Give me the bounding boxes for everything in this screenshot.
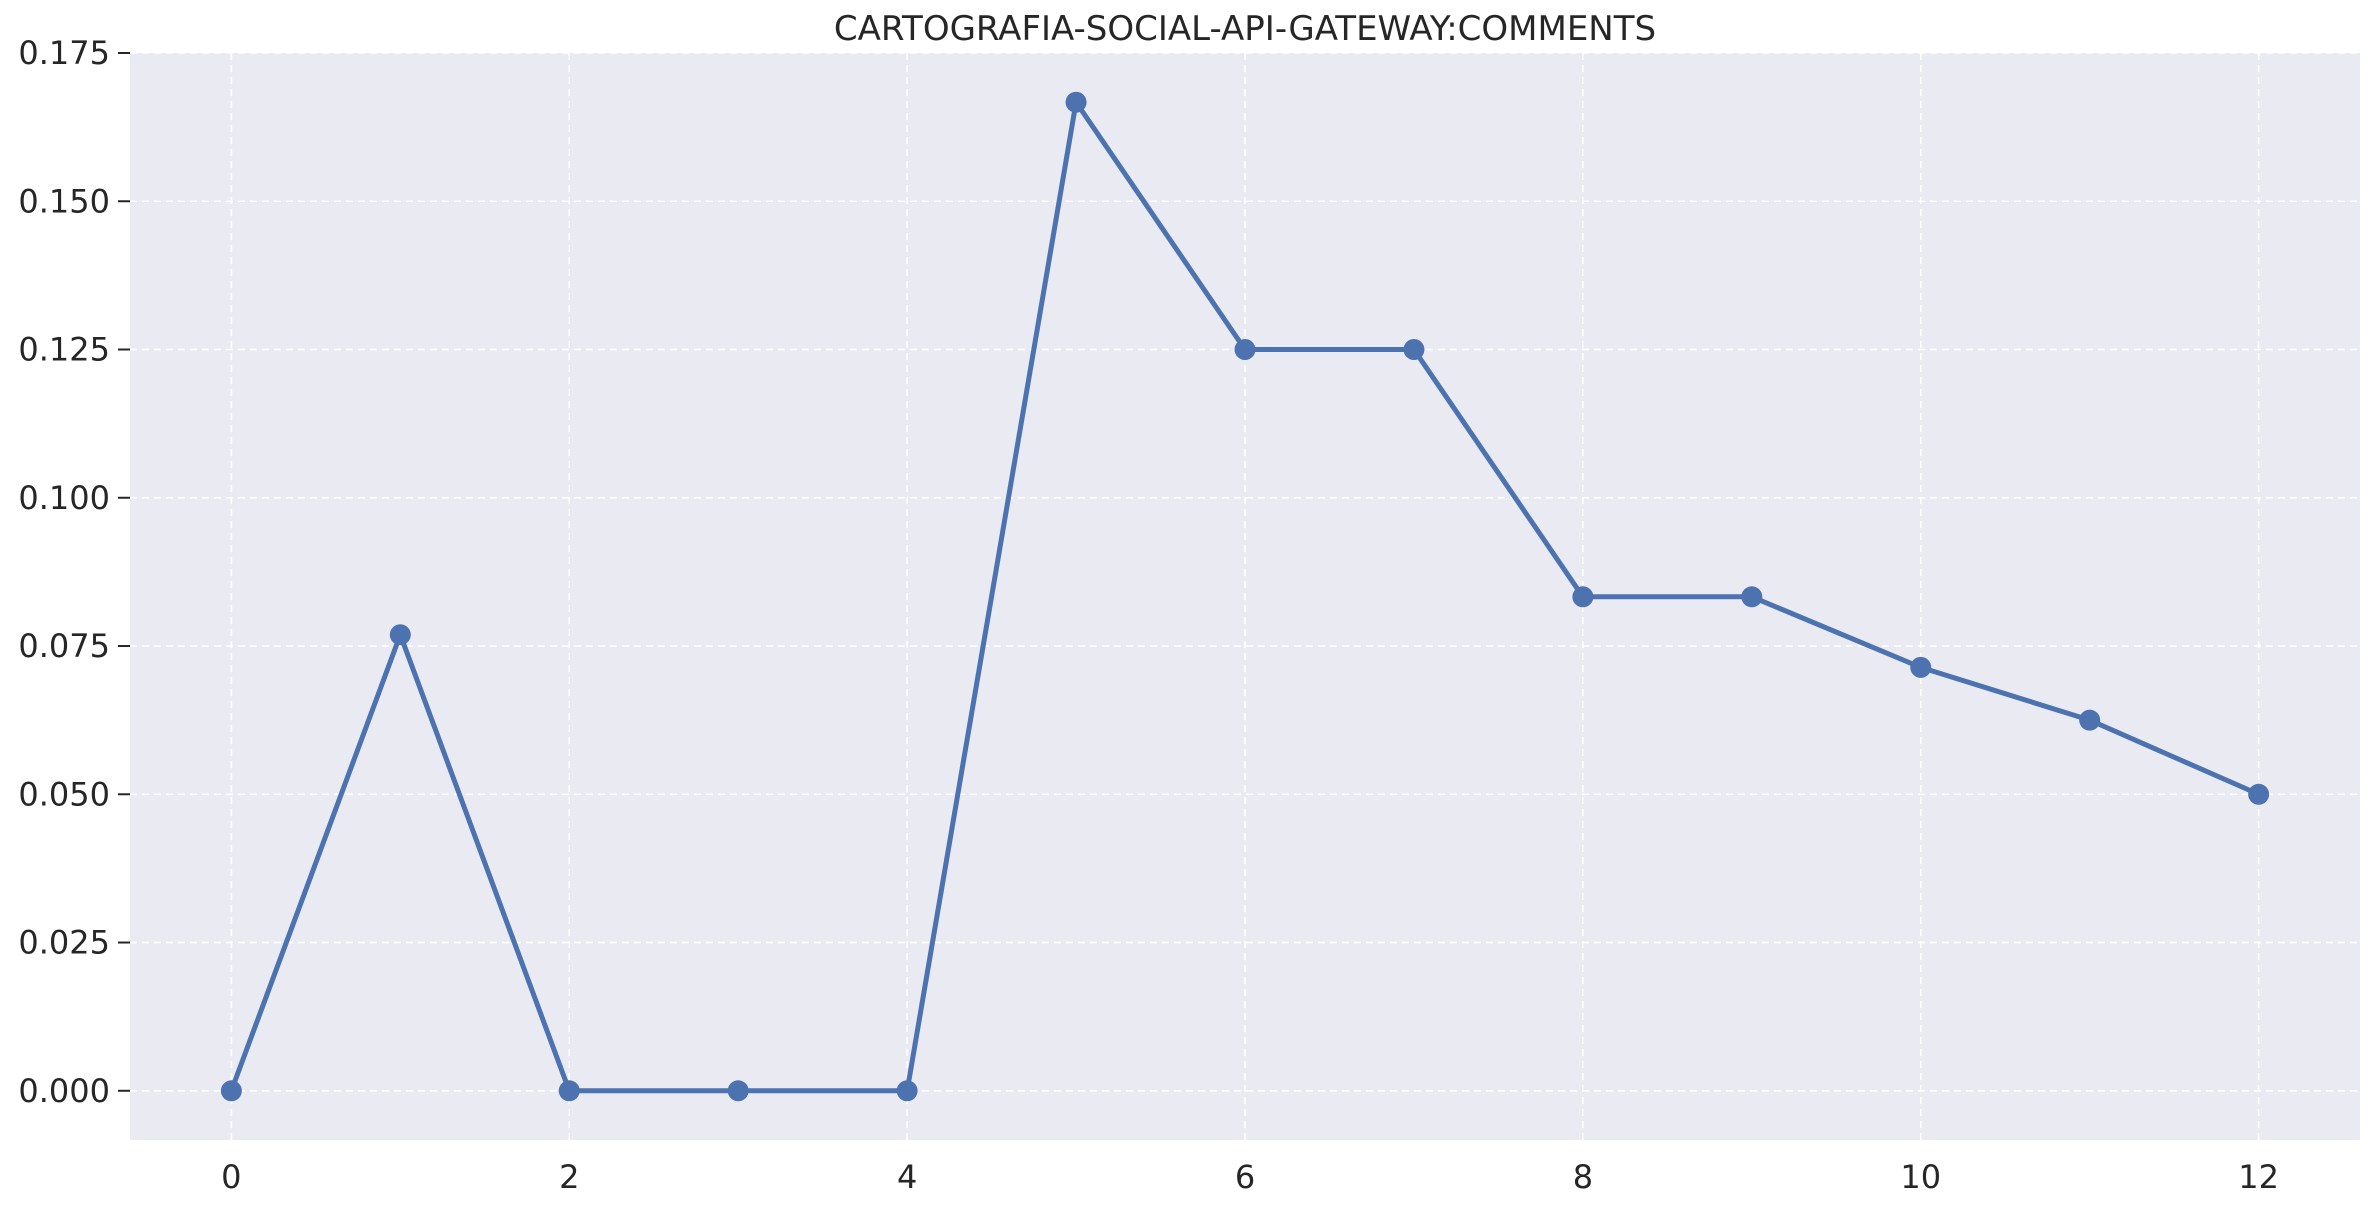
- data-point: [1910, 656, 1932, 678]
- data-point: [727, 1080, 749, 1102]
- data-point: [1572, 586, 1594, 608]
- y-tick-label: 0.050: [18, 775, 110, 813]
- y-tick-label: 0.175: [18, 34, 110, 72]
- x-tick-label: 12: [2238, 1158, 2279, 1196]
- x-tick-label: 2: [559, 1158, 579, 1196]
- data-point: [1065, 91, 1087, 113]
- axes: 0 2 4 6 8 10 12 0.000 0.025 0.050 0.075 0.100 0.125 0…: [18, 34, 2279, 1196]
- data-point: [2248, 783, 2270, 805]
- data-point: [220, 1080, 242, 1102]
- x-tick-label: 4: [897, 1158, 917, 1196]
- y-tick-label: 0.150: [18, 182, 110, 220]
- data-point: [2079, 709, 2101, 731]
- data-point: [389, 624, 411, 646]
- chart-title: CARTOGRAFIA-SOCIAL-API-GATEWAY:COMMENTS: [834, 9, 1656, 49]
- y-tick-label: 0.100: [18, 479, 110, 517]
- x-tick-label: 0: [221, 1158, 241, 1196]
- y-tick-label: 0.000: [18, 1072, 110, 1110]
- data-point: [896, 1080, 918, 1102]
- y-tick-label: 0.075: [18, 627, 110, 665]
- series-layer: [220, 91, 2270, 1102]
- data-point: [1741, 586, 1763, 608]
- x-tick-label: 10: [1900, 1158, 1941, 1196]
- data-point: [558, 1080, 580, 1102]
- grid: [130, 52, 2360, 1140]
- x-tick-label: 8: [1573, 1158, 1593, 1196]
- x-tick-label: 6: [1235, 1158, 1255, 1196]
- data-point: [1403, 339, 1425, 361]
- y-tick-label: 0.125: [18, 331, 110, 369]
- y-tick-label: 0.025: [18, 924, 110, 962]
- data-point: [1234, 339, 1256, 361]
